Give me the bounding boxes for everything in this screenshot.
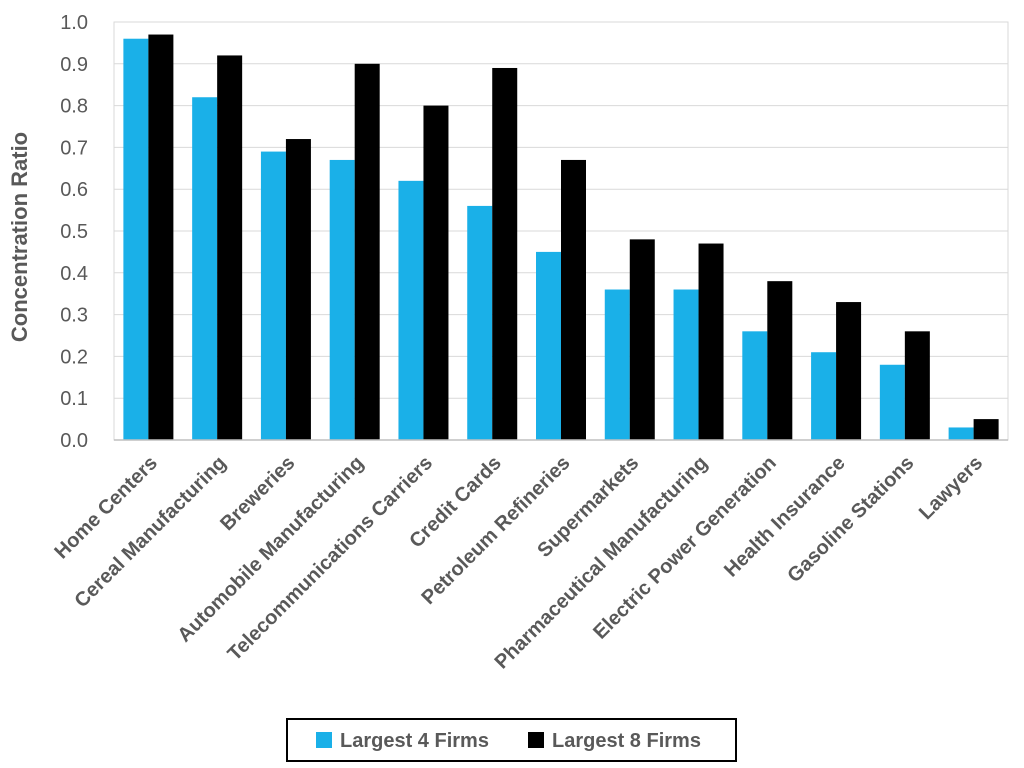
bar-largest-8 bbox=[698, 243, 724, 440]
x-category-label: Gasoline Stations bbox=[783, 452, 918, 587]
bar-largest-8 bbox=[492, 67, 518, 440]
y-tick-label: 0.5 bbox=[60, 221, 88, 243]
y-tick-label: 0.6 bbox=[60, 179, 88, 201]
legend: Largest 4 Firms Largest 8 Firms bbox=[286, 718, 737, 762]
y-tick-label: 0.8 bbox=[60, 96, 88, 118]
bar-largest-4 bbox=[673, 289, 699, 440]
y-tick-label: 0.3 bbox=[60, 305, 88, 327]
bar-largest-4 bbox=[879, 364, 905, 440]
bar-largest-4 bbox=[604, 289, 630, 440]
bar-largest-8 bbox=[354, 63, 380, 441]
x-category-label: Health Insurance bbox=[720, 452, 850, 582]
bar-largest-4 bbox=[398, 180, 424, 440]
bar-largest-8 bbox=[973, 419, 999, 440]
y-tick-label: 0.7 bbox=[60, 137, 88, 159]
bar-largest-4 bbox=[811, 352, 837, 440]
y-tick-label: 0.9 bbox=[60, 54, 88, 76]
bar-largest-4 bbox=[329, 159, 355, 440]
bar-largest-8 bbox=[561, 159, 586, 440]
bar-largest-4 bbox=[742, 331, 768, 440]
y-tick-label: 0.4 bbox=[60, 263, 88, 285]
bar-largest-4 bbox=[260, 151, 286, 440]
bars bbox=[123, 34, 999, 441]
bar-largest-8 bbox=[285, 139, 311, 441]
legend-label: Largest 4 Firms bbox=[340, 730, 489, 752]
y-axis-title: Concentration Ratio bbox=[7, 132, 32, 342]
bar-largest-4 bbox=[948, 427, 974, 440]
legend-swatch bbox=[316, 732, 332, 748]
bar-largest-8 bbox=[836, 302, 862, 440]
bar-largest-4 bbox=[123, 38, 149, 440]
bar-largest-8 bbox=[767, 281, 793, 440]
legend-label: Largest 8 Firms bbox=[552, 730, 701, 752]
y-tick-label: 0.0 bbox=[60, 430, 88, 452]
bar-largest-4 bbox=[467, 205, 493, 440]
bar-largest-8 bbox=[148, 34, 174, 440]
bar-largest-4 bbox=[536, 251, 561, 440]
bar-largest-4 bbox=[192, 97, 218, 441]
y-tick-label: 1.0 bbox=[60, 12, 88, 34]
y-tick-label: 0.2 bbox=[60, 346, 88, 368]
legend-box bbox=[286, 718, 737, 762]
y-axis-ticks: 0.0 0.1 0.2 0.3 0.4 0.5 0.6 0.7 0.8 0.9 1.0 bbox=[60, 12, 88, 452]
bar-largest-8 bbox=[629, 239, 655, 440]
y-tick-label: 0.1 bbox=[60, 388, 88, 410]
legend-swatch bbox=[528, 732, 544, 748]
x-category-label: Lawyers bbox=[915, 452, 987, 524]
bar-largest-8 bbox=[217, 55, 243, 440]
bar-largest-8 bbox=[904, 331, 930, 440]
bar-largest-8 bbox=[423, 105, 449, 440]
